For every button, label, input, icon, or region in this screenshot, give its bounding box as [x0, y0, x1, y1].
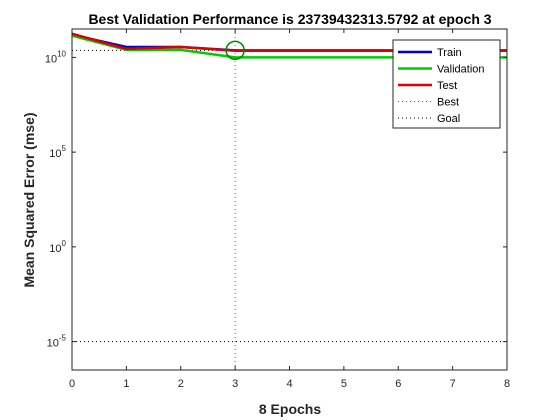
- x-tick-label: 6: [395, 378, 401, 390]
- y-tick-label: 10-5: [47, 334, 67, 350]
- y-tick-label: 100: [49, 239, 66, 255]
- y-tick-label: 1010: [45, 49, 67, 65]
- legend-label-test: Test: [437, 80, 457, 92]
- x-tick-label: 2: [178, 378, 184, 390]
- x-tick-label: 0: [69, 378, 75, 390]
- legend-label-goal: Goal: [437, 113, 460, 125]
- legend-label-train: Train: [437, 47, 462, 59]
- x-tick-label: 3: [232, 378, 238, 390]
- legend-items: Train Validation Test Best Goal: [398, 47, 485, 125]
- y-axis-label: Mean Squared Error (mse): [21, 112, 37, 287]
- best-epoch-marker: [225, 40, 245, 61]
- x-axis-label: 8 Epochs: [259, 401, 321, 417]
- legend-label-best: Best: [437, 97, 459, 109]
- x-tick-label: 7: [450, 378, 456, 390]
- x-axis: 0 1 2 3 4 5 6 7 8: [69, 29, 510, 390]
- x-tick-label: 8: [504, 378, 510, 390]
- legend-label-validation: Validation: [437, 64, 485, 76]
- y-axis: 1010 105 100 10-5: [45, 49, 507, 350]
- x-tick-label: 4: [286, 378, 292, 390]
- x-tick-label: 5: [341, 378, 347, 390]
- marker-layer: [225, 40, 245, 61]
- x-tick-label: 1: [123, 378, 129, 390]
- y-tick-label: 105: [49, 144, 66, 160]
- legend: Train Validation Test Best Goal: [392, 39, 501, 129]
- chart-title: Best Validation Performance is 237394323…: [88, 11, 491, 27]
